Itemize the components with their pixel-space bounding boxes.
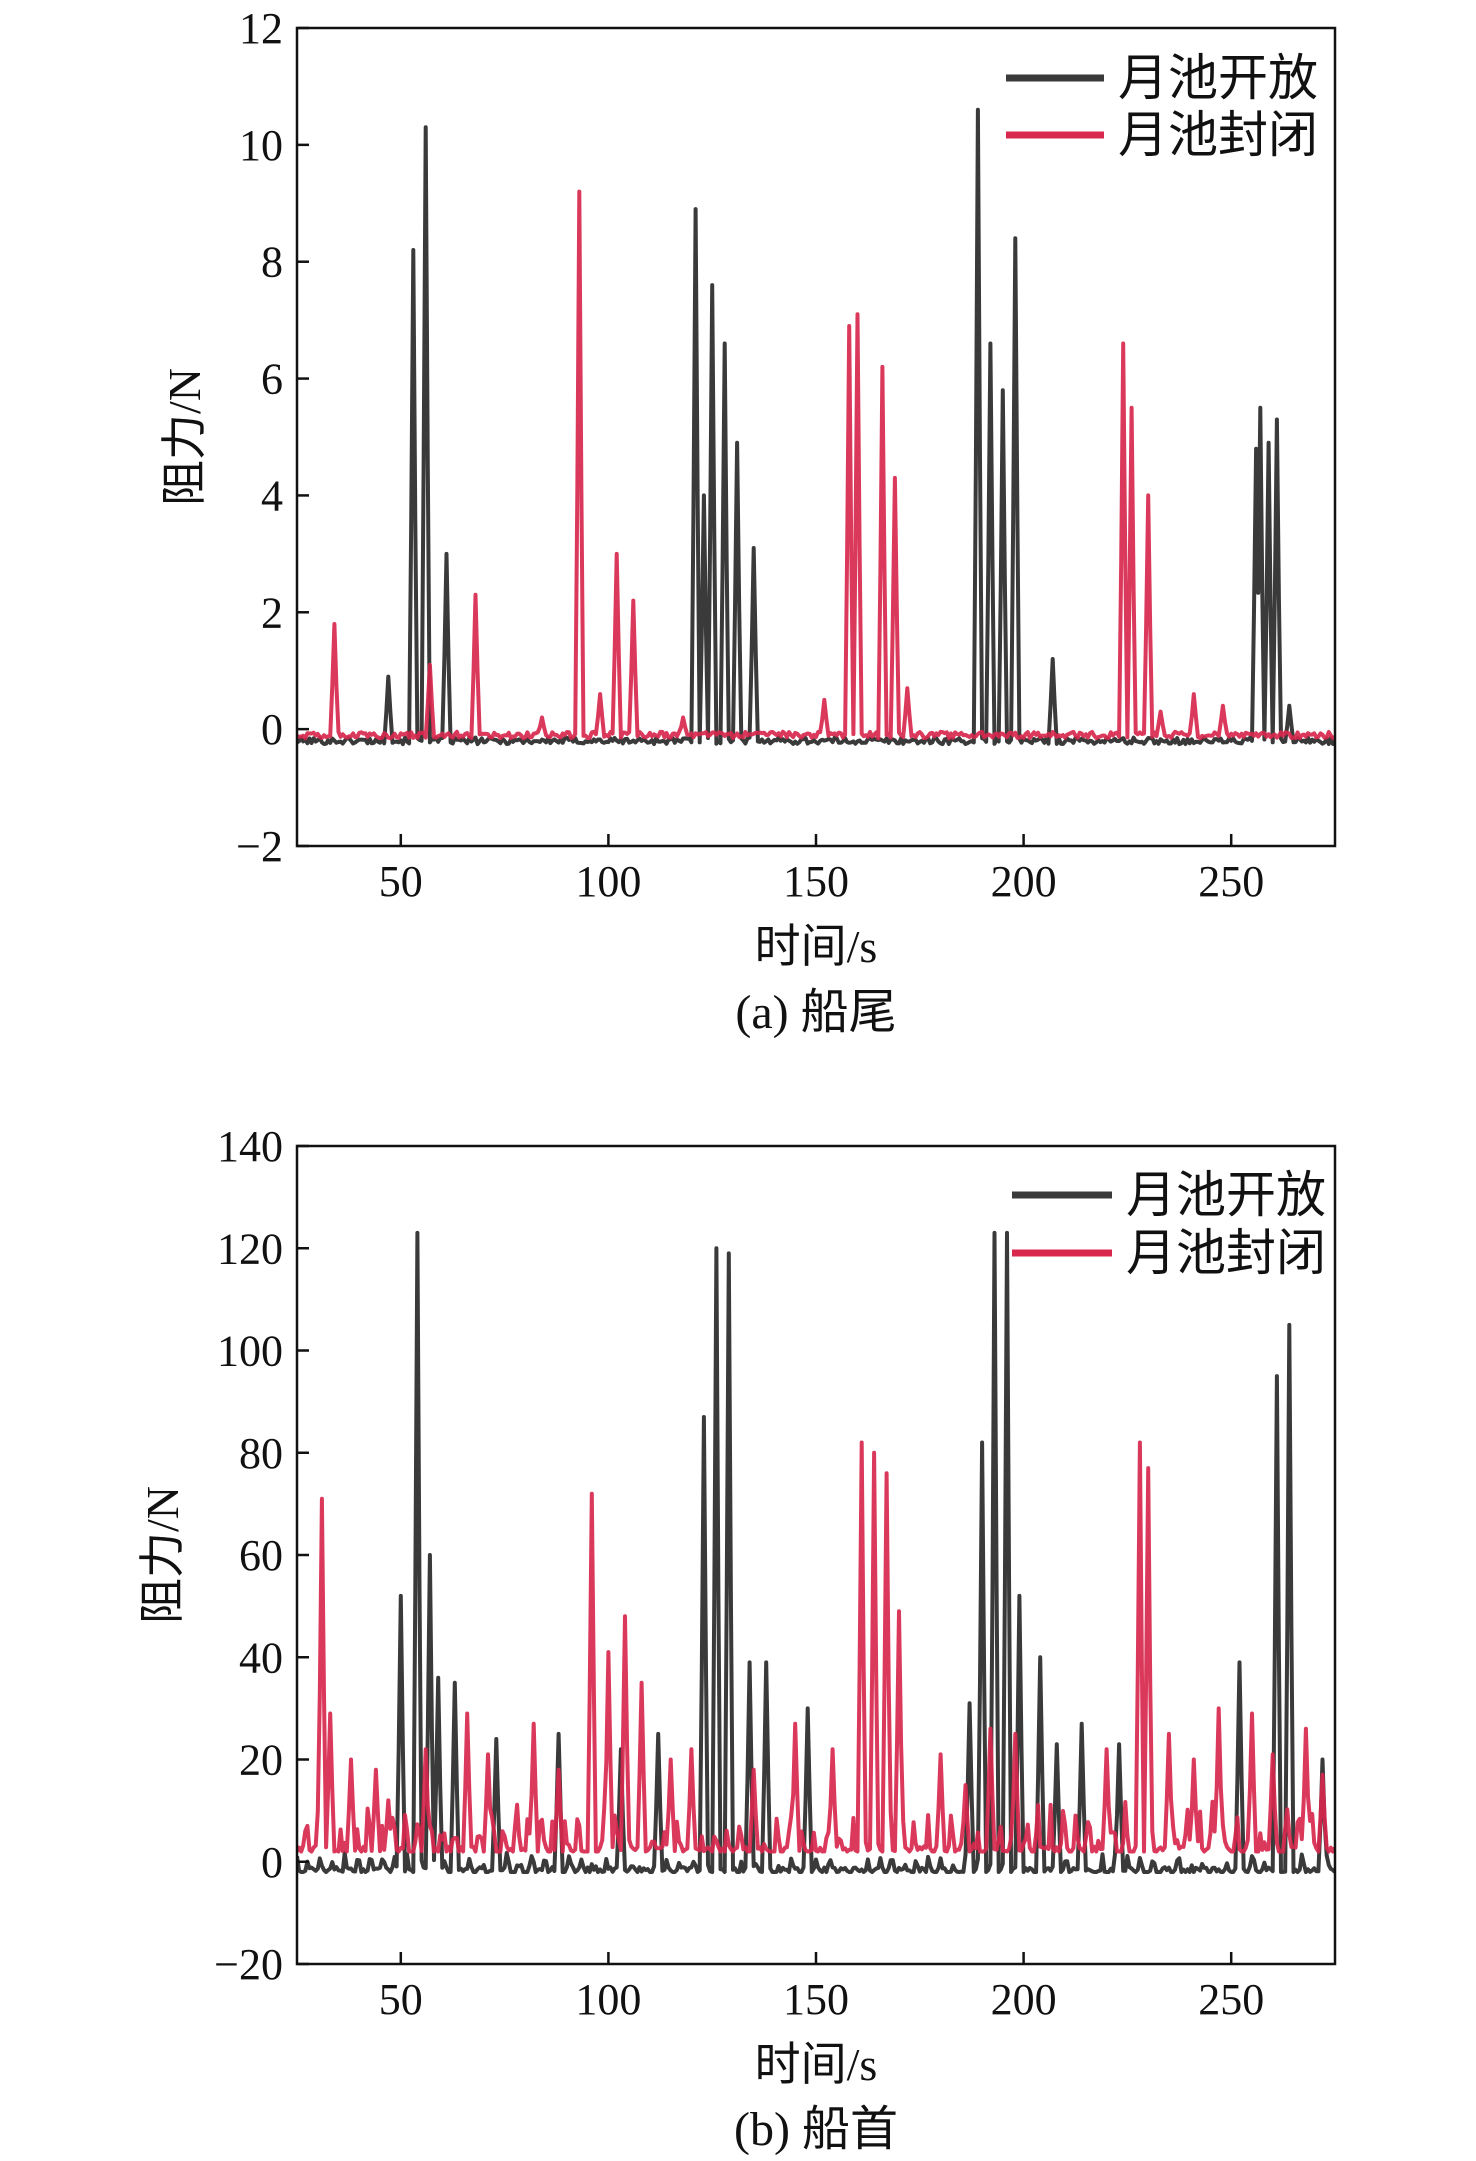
- y-tick-label: 80: [239, 1429, 283, 1478]
- series-line-moonpool-open: [297, 107, 1335, 747]
- x-tick-label: 250: [1198, 1975, 1264, 2024]
- y-tick-label: 100: [217, 1327, 283, 1376]
- figure-caption-a: (a) 船尾: [735, 986, 896, 1039]
- legend-label-open: 月池开放: [1118, 50, 1318, 106]
- y-tick-label: 60: [239, 1531, 283, 1580]
- chart-panel-bow: 50 100 150 200 250 −20 0 20 40 60 80 100 120 140 时间/…: [137, 1122, 1337, 2156]
- y-axis-ticks: −2 0 2 4 6 8 10 12: [236, 4, 309, 871]
- x-tick-label: 100: [575, 857, 641, 906]
- x-tick-label: 150: [783, 1975, 849, 2024]
- legend-label-closed: 月池封闭: [1126, 1225, 1326, 1281]
- y-tick-label: −20: [214, 1940, 283, 1989]
- x-tick-label: 150: [783, 857, 849, 906]
- series-line-moonpool-closed: [297, 189, 1335, 741]
- series-line-moonpool-open: [297, 1230, 1335, 1874]
- y-tick-label: 8: [261, 238, 283, 287]
- x-axis-ticks: 50 100 150 200 250: [379, 1952, 1264, 2024]
- x-axis-label: 时间/s: [755, 921, 878, 972]
- series-line-moonpool-closed: [297, 1440, 1335, 1854]
- y-axis-label: 阻力/N: [137, 1486, 188, 1624]
- chart-panel-stern: 50 100 150 200 250 −2 0 2 4 6 8 10 12 时间/s 阻力/N (a)…: [159, 4, 1337, 1039]
- legend-label-open: 月池开放: [1126, 1167, 1326, 1223]
- x-axis-label: 时间/s: [755, 2039, 878, 2090]
- y-tick-label: 10: [239, 121, 283, 170]
- legend: 月池开放 月池封闭: [1012, 1167, 1326, 1281]
- x-axis-ticks: 50 100 150 200 250: [379, 834, 1264, 906]
- y-tick-label: 2: [261, 588, 283, 637]
- x-tick-label: 50: [379, 857, 423, 906]
- legend-label-closed: 月池封闭: [1118, 107, 1318, 163]
- y-tick-label: 20: [239, 1736, 283, 1785]
- y-tick-label: 0: [261, 705, 283, 754]
- y-tick-label: 40: [239, 1633, 283, 1682]
- y-tick-label: 4: [261, 471, 283, 520]
- y-tick-label: 0: [261, 1838, 283, 1887]
- y-axis-ticks: −20 0 20 40 60 80 100 120 140: [214, 1122, 309, 1989]
- y-tick-label: 120: [217, 1224, 283, 1273]
- x-tick-label: 250: [1198, 857, 1264, 906]
- figure-caption-b: (b) 船首: [734, 2103, 898, 2156]
- legend: 月池开放 月池封闭: [1006, 50, 1318, 163]
- plot-area: [297, 1230, 1335, 1874]
- x-tick-label: 200: [991, 857, 1057, 906]
- x-tick-label: 100: [575, 1975, 641, 2024]
- y-tick-label: 12: [239, 4, 283, 53]
- plot-area: [297, 107, 1335, 747]
- y-tick-label: −2: [236, 822, 283, 871]
- y-tick-label: 6: [261, 355, 283, 404]
- y-tick-label: 140: [217, 1122, 283, 1171]
- x-tick-label: 50: [379, 1975, 423, 2024]
- y-axis-label: 阻力/N: [159, 368, 210, 506]
- x-tick-label: 200: [991, 1975, 1057, 2024]
